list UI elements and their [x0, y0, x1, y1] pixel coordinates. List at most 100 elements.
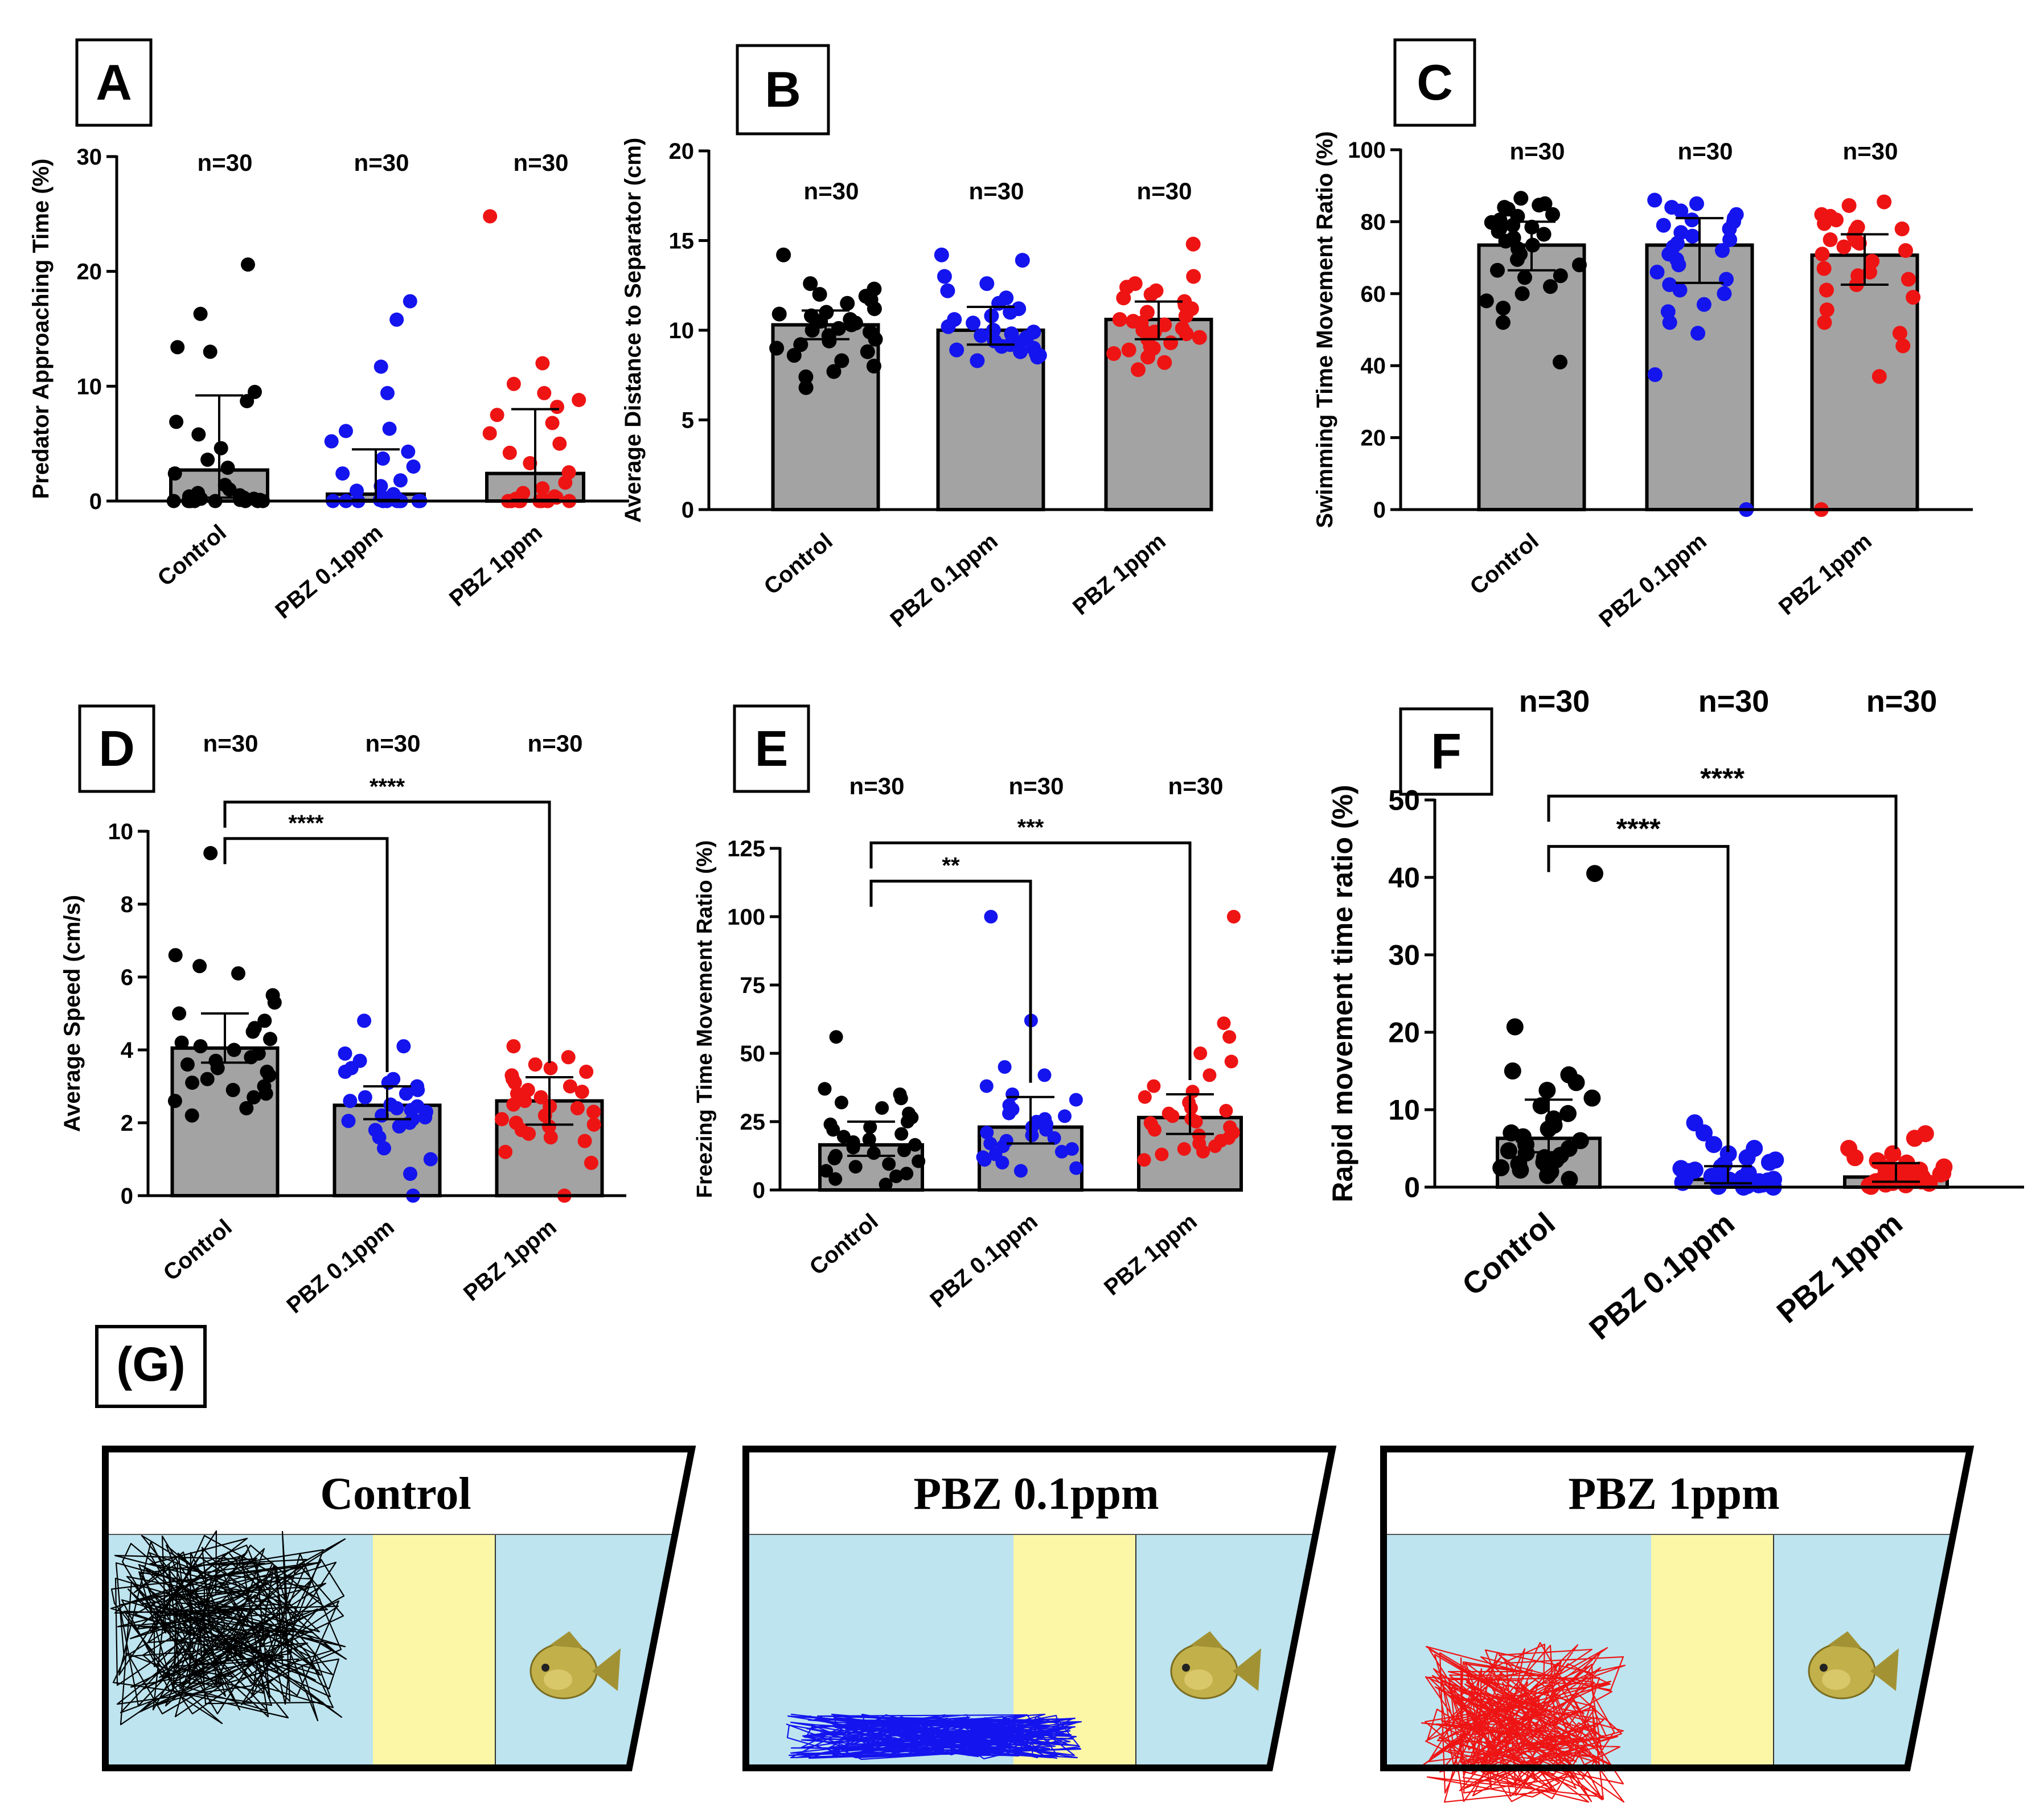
data-point — [586, 1105, 601, 1119]
data-point — [1553, 354, 1567, 370]
data-point — [377, 1141, 391, 1156]
data-point — [1684, 212, 1700, 228]
movement-track — [786, 1713, 1082, 1760]
data-point — [1192, 330, 1207, 345]
data-point — [167, 1094, 182, 1109]
category-label: PBZ 1ppm — [1774, 528, 1877, 620]
y-tick-label: 60 — [1361, 282, 1386, 307]
panel-label-box — [78, 704, 155, 793]
data-point — [1846, 1149, 1864, 1167]
data-point — [1690, 326, 1706, 341]
data-point — [210, 1061, 225, 1076]
y-tick-label: 15 — [669, 229, 695, 254]
significance-bracket — [1547, 794, 1898, 1149]
data-point — [1500, 1142, 1517, 1160]
data-point — [827, 1151, 842, 1165]
data-point — [1719, 272, 1734, 287]
data-point — [191, 427, 206, 442]
data-point — [389, 1101, 404, 1115]
data-point — [518, 1094, 532, 1109]
data-point — [846, 1140, 860, 1155]
panel-label-box — [1393, 38, 1476, 127]
data-point — [798, 369, 814, 384]
data-point — [1877, 194, 1892, 210]
data-point — [1656, 217, 1671, 233]
n-label: n=30 — [203, 730, 258, 757]
data-point — [1819, 302, 1834, 318]
n-label: n=30 — [969, 178, 1024, 204]
data-point — [498, 1144, 513, 1159]
data-point — [373, 359, 388, 374]
y-tick-label: 20 — [1361, 426, 1386, 451]
separator — [1651, 1534, 1774, 1768]
data-point — [1155, 1147, 1169, 1161]
data-point — [170, 340, 185, 355]
data-point — [267, 995, 282, 1010]
data-point — [1819, 282, 1834, 298]
y-tick-label: 4 — [121, 1038, 134, 1063]
data-point — [894, 1091, 908, 1106]
panel-label: (G) — [116, 1337, 185, 1391]
data-point — [225, 1082, 240, 1097]
data-point — [200, 452, 215, 467]
data-point — [245, 1024, 260, 1039]
data-point — [1517, 270, 1532, 285]
data-point — [1715, 243, 1730, 258]
data-point — [966, 315, 981, 331]
data-point — [1131, 362, 1146, 377]
data-point — [941, 319, 956, 334]
data-point — [1816, 261, 1832, 276]
data-point — [1025, 1128, 1039, 1142]
panel-f: F 0 10 20 30 40 50 Rapid movement time ratio (%… — [1327, 684, 2024, 1347]
data-point — [1514, 286, 1530, 301]
y-tick-label: 40 — [1388, 862, 1420, 894]
y-tick-label: 0 — [1404, 1172, 1420, 1204]
data-point — [543, 1130, 558, 1145]
data-point — [403, 1167, 417, 1181]
data-point — [1586, 865, 1603, 883]
data-point — [1685, 228, 1700, 244]
data-point — [1871, 369, 1887, 384]
data-point — [1932, 1165, 1949, 1183]
n-label: n=30 — [1168, 773, 1224, 799]
data-point — [203, 846, 218, 860]
data-point — [1532, 198, 1547, 213]
data-point — [1572, 257, 1587, 273]
data-point — [533, 1090, 548, 1105]
data-point — [1202, 1068, 1217, 1082]
data-point — [1561, 1171, 1578, 1188]
y-tick-label: 25 — [740, 1110, 766, 1135]
data-point — [1030, 350, 1045, 365]
n-label: n=30 — [1866, 684, 1938, 719]
data-point — [803, 276, 818, 292]
data-point — [769, 340, 785, 356]
data-point — [897, 1143, 911, 1158]
data-point — [1717, 286, 1732, 301]
data-point — [584, 1155, 598, 1170]
y-axis-label: Swimming Time Movement Ratio (%) — [1312, 131, 1337, 528]
n-label: n=30 — [366, 730, 421, 757]
data-point — [358, 1090, 372, 1105]
data-point — [244, 1050, 258, 1065]
data-point — [552, 436, 567, 451]
data-point — [1186, 269, 1201, 284]
data-point — [535, 481, 550, 496]
data-point — [978, 1153, 992, 1167]
data-point — [1224, 1054, 1238, 1069]
data-point — [1898, 243, 1913, 258]
n-label: n=30 — [198, 149, 253, 176]
data-point — [1226, 910, 1241, 924]
data-point — [411, 1082, 425, 1097]
data-point — [980, 1126, 994, 1140]
data-point — [1852, 236, 1867, 251]
data-point — [263, 1032, 277, 1046]
n-label: n=30 — [354, 149, 409, 176]
tank-outline — [102, 1446, 696, 1771]
data-point — [1543, 279, 1558, 294]
category-label: PBZ 0.1ppm — [1594, 528, 1711, 632]
y-tick-label: 40 — [1361, 354, 1386, 379]
y-tick-label: 0 — [753, 1178, 765, 1203]
data-point — [193, 306, 208, 321]
data-point — [1185, 236, 1201, 252]
category-label: PBZ 0.1ppm — [1583, 1206, 1741, 1347]
